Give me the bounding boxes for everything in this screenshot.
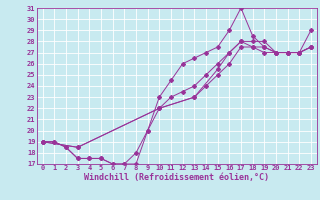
X-axis label: Windchill (Refroidissement éolien,°C): Windchill (Refroidissement éolien,°C): [84, 173, 269, 182]
